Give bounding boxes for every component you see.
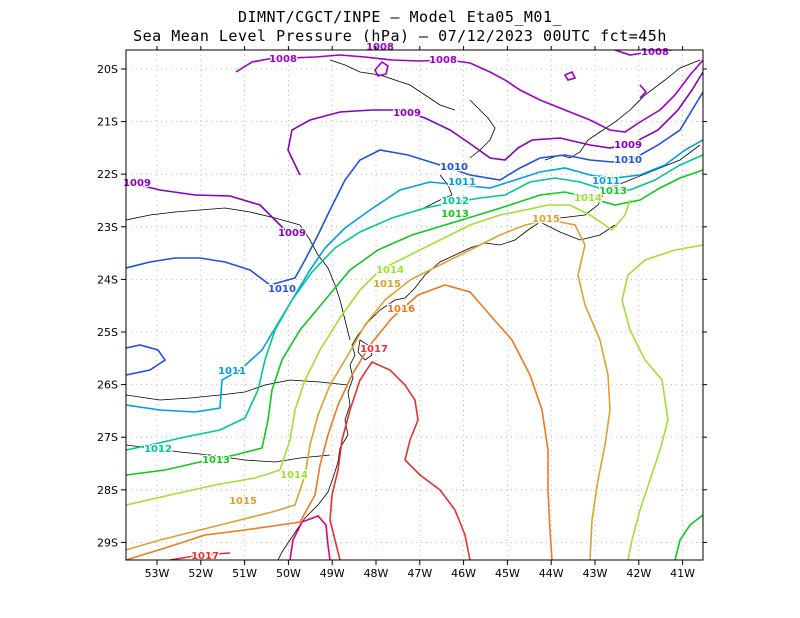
- contour-label-1008: 1008: [429, 55, 457, 66]
- contour-label-1017: 1017: [360, 344, 388, 355]
- contour-label-1009: 1009: [614, 140, 642, 151]
- contour-label-1008: 1008: [269, 54, 297, 65]
- contour-label-1011: 1011: [592, 176, 620, 187]
- contour-label-1014: 1014: [376, 265, 404, 276]
- contour-label-1011: 1011: [218, 366, 246, 377]
- contour-label-1012: 1012: [441, 196, 469, 207]
- contour-label-1012: 1012: [144, 444, 172, 455]
- lat-tick-label: 28S: [97, 484, 118, 497]
- lon-tick-label: 50W: [276, 567, 301, 580]
- isobar-1013: [126, 169, 703, 560]
- contour-label-1010: 1010: [440, 162, 468, 173]
- contour-label-1014: 1014: [280, 470, 308, 481]
- isobar-1014: [126, 199, 703, 560]
- lon-tick-label: 41W: [670, 567, 695, 580]
- lat-tick-label: 21S: [97, 116, 118, 129]
- contour-label-1009: 1009: [123, 178, 151, 189]
- axis-tick-labels: 53W 52W 51W 50W 49W 48W 47W 46W 45W 44W 43W 42W 41W 2…: [97, 63, 695, 580]
- contour-label-1010: 1010: [614, 155, 642, 166]
- lat-tick-label: 20S: [97, 63, 118, 76]
- contour-label-1013: 1013: [202, 455, 230, 466]
- contour-label-1013: 1013: [599, 186, 627, 197]
- lat-tick-label: 22S: [97, 168, 118, 181]
- lat-tick-label: 23S: [97, 221, 118, 234]
- isobar-1009: [126, 71, 703, 233]
- axis-ticks: [121, 46, 707, 565]
- contour-label-1009: 1009: [278, 228, 306, 239]
- lat-tick-label: 29S: [97, 536, 118, 549]
- contour-label-1015: 1015: [229, 496, 257, 507]
- lon-tick-label: 46W: [451, 567, 476, 580]
- lon-tick-label: 44W: [539, 567, 564, 580]
- contour-label-1011: 1011: [448, 177, 476, 188]
- contour-label-1013: 1013: [441, 209, 469, 220]
- isobar-1016: [126, 284, 553, 560]
- contour-label-1008: 1008: [641, 47, 669, 58]
- lat-tick-label: 27S: [97, 431, 118, 444]
- isobar-1015: [126, 219, 611, 560]
- lat-tick-label: 25S: [97, 326, 118, 339]
- lon-tick-label: 49W: [320, 567, 345, 580]
- contour-labels: 1008 1008 1008 1008 1009 1009 1009 1009 1010 1010…: [122, 41, 670, 564]
- isobar-1010: [126, 91, 703, 376]
- plot-frame: [125, 49, 704, 561]
- isobar-1011: [126, 139, 703, 413]
- map-title-line-1: DIMNT/CGCT/INPE – Model Eta05_M01_: [237, 8, 563, 26]
- lon-tick-label: 42W: [626, 567, 651, 580]
- contour-label-1010: 1010: [268, 284, 296, 295]
- contour-label-1009: 1009: [393, 108, 421, 119]
- map-title-line-2: Sea Mean Level Pressure (hPa) – 07/12/20…: [133, 27, 667, 45]
- lat-tick-label: 26S: [97, 379, 118, 392]
- lon-tick-label: 52W: [188, 567, 213, 580]
- contour-label-1015: 1015: [532, 214, 560, 225]
- coastline: [126, 59, 701, 560]
- lon-tick-label: 45W: [495, 567, 520, 580]
- lon-tick-label: 43W: [583, 567, 608, 580]
- lon-tick-label: 51W: [232, 567, 257, 580]
- lon-tick-label: 48W: [364, 567, 389, 580]
- lat-tick-label: 24S: [97, 273, 118, 286]
- lon-tick-label: 53W: [145, 567, 170, 580]
- contour-label-1015: 1015: [373, 279, 401, 290]
- contour-label-1016: 1016: [387, 304, 415, 315]
- contour-label-1014: 1014: [574, 193, 602, 204]
- lon-tick-label: 47W: [407, 567, 432, 580]
- isobar-1008: [235, 50, 703, 133]
- isobar-1018: [289, 515, 331, 560]
- isobar-1017: [169, 360, 471, 560]
- contour-label-1008: 1008: [366, 42, 394, 53]
- isobar-1012: [126, 154, 703, 451]
